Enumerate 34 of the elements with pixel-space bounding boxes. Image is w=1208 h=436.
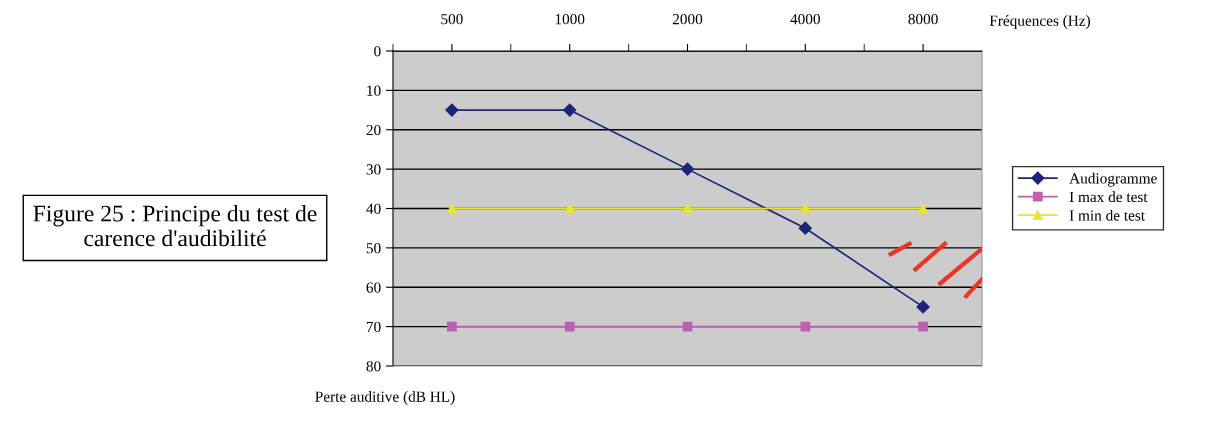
legend-label: I max de test (1069, 191, 1148, 203)
x-tick-label: 4000 (790, 13, 820, 25)
point (447, 321, 457, 332)
point (916, 300, 930, 314)
point (564, 203, 575, 214)
point (564, 321, 575, 332)
y-tick-label: 20 (366, 124, 381, 136)
point (800, 321, 811, 332)
y-tick-label: 60 (366, 282, 381, 293)
x-tick-label: 8000 (908, 13, 938, 25)
x-tick-label: 1000 (555, 13, 585, 25)
y-tick-label: 0 (374, 46, 381, 57)
y-tick-label: 10 (367, 85, 381, 96)
point (445, 103, 459, 117)
caption: Figure 25 : Principe du test de carence d'audibilité (33, 204, 317, 247)
y-axis-title: Perte auditive (dB HL) (315, 391, 455, 405)
x-tick-label: 2000 (672, 13, 703, 25)
point (563, 103, 577, 117)
y-tick-label: 40 (366, 203, 381, 214)
point (798, 221, 812, 235)
legend-label: I min de test (1069, 209, 1145, 221)
y-tick-label: 30 (366, 164, 381, 175)
y-tick-label: 70 (366, 321, 381, 333)
y-tick-label: 50 (366, 243, 381, 254)
y-tick-label: 80 (366, 361, 381, 372)
point (800, 203, 811, 214)
point (680, 162, 695, 176)
point (447, 203, 457, 214)
point (918, 321, 928, 332)
legend-label: Audiogramme (1069, 172, 1157, 187)
x-axis-title: Fréquences (Hz) (989, 15, 1091, 29)
x-tick-label: 500 (441, 13, 463, 25)
point (682, 203, 693, 214)
point (918, 203, 928, 214)
